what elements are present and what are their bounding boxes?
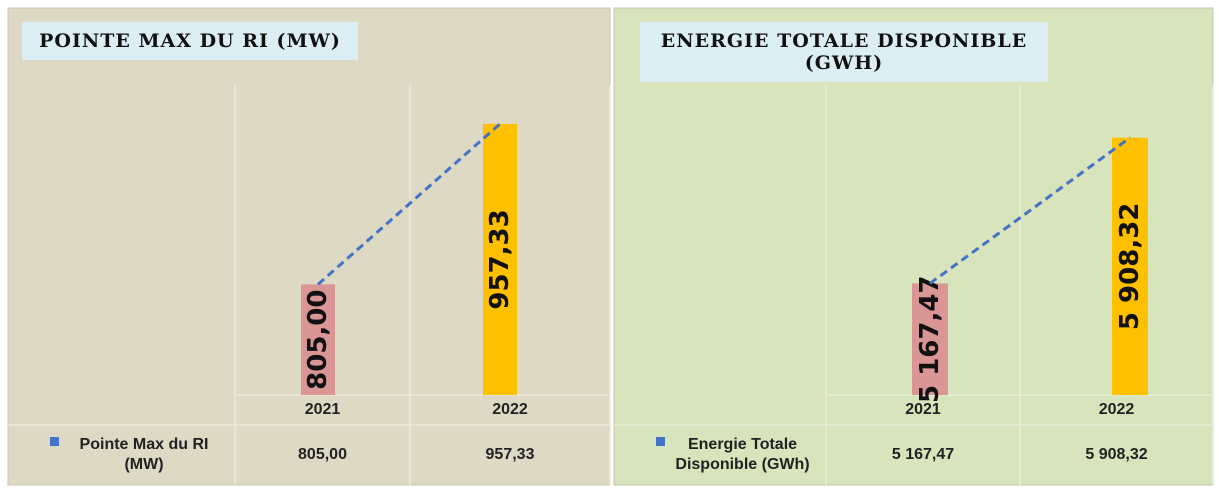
table-value: 805,00 xyxy=(298,446,347,463)
bar-value-label: 5 908,32 xyxy=(1115,203,1145,330)
bar-value-label: 5 167,47 xyxy=(915,275,945,402)
legend-marker xyxy=(50,437,59,446)
table-value: 5 167,47 xyxy=(891,446,955,463)
bar xyxy=(912,283,948,395)
legend-entry: Pointe Max du RI (MW) xyxy=(79,436,209,473)
bar xyxy=(1112,137,1148,395)
table-value: 957,33 xyxy=(485,446,535,463)
chart-title: ENERGIE TOTALE DISPONIBLE (GWH) xyxy=(640,22,1048,82)
bar xyxy=(301,284,335,395)
legend-entry: Energie Totale Disponible (GWh) xyxy=(675,436,810,473)
chart-title: POINTE MAX DU RI (MW) xyxy=(22,22,358,60)
trend-line xyxy=(317,122,501,286)
trend-line xyxy=(929,136,1131,285)
table-value: 5 908,32 xyxy=(1085,446,1148,463)
bar xyxy=(483,123,517,395)
bar-value-label: 957,33 xyxy=(485,209,515,309)
category-label: 2021 xyxy=(905,401,941,418)
bar-value-label: 805,00 xyxy=(303,290,333,390)
category-label: 2022 xyxy=(1098,401,1135,418)
legend-marker xyxy=(656,437,665,446)
category-label: 2021 xyxy=(304,401,341,418)
category-label: 2022 xyxy=(492,401,528,418)
